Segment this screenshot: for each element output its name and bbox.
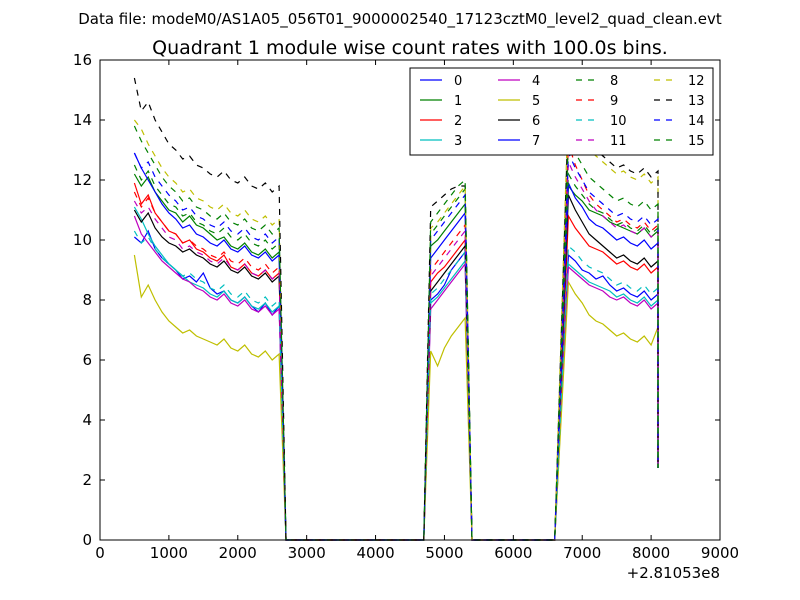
y-tick-label: 14: [73, 111, 92, 129]
legend-label-10: 10: [610, 114, 627, 129]
axis-ticks: 0 1000 2000 3000 4000 5000 6000 7000 8000 9000 0 2 4…: [73, 51, 739, 562]
series-line-1: [133, 173, 659, 541]
figure-suptitle: Data file: modeM0/AS1A05_056T01_90000025…: [78, 10, 722, 29]
legend-label-8: 8: [610, 74, 618, 89]
y-tick-label: 12: [73, 171, 92, 189]
legend-label-11: 11: [610, 134, 627, 149]
legend-label-6: 6: [532, 114, 540, 129]
x-tick-label: 8000: [632, 544, 670, 562]
x-tick-label: 5000: [425, 544, 463, 562]
y-tick-label: 16: [73, 51, 92, 69]
y-tick-label: 0: [82, 531, 92, 549]
y-tick-label: 6: [82, 351, 92, 369]
legend-label-1: 1: [454, 94, 462, 109]
y-tick-label: 2: [82, 471, 92, 489]
y-tick-label: 4: [82, 411, 92, 429]
series-line-11: [133, 161, 659, 541]
x-tick-label: 4000: [356, 544, 394, 562]
legend-label-2: 2: [454, 114, 462, 129]
x-tick-label: 7000: [563, 544, 601, 562]
series-line-12: [133, 98, 659, 541]
y-tick-label: 10: [73, 231, 92, 249]
legend-label-5: 5: [532, 94, 540, 109]
x-offset-label: +2.81053e8: [627, 564, 720, 582]
legend-label-13: 13: [688, 94, 705, 109]
x-tick-label: 6000: [494, 544, 532, 562]
legend-label-7: 7: [532, 134, 540, 149]
y-tick-label: 8: [82, 291, 92, 309]
series-line-15: [133, 125, 659, 541]
legend-label-12: 12: [688, 74, 705, 89]
legend-label-0: 0: [454, 74, 462, 89]
legend-label-4: 4: [532, 74, 540, 89]
series-line-7: [133, 152, 659, 541]
x-tick-label: 1000: [150, 544, 188, 562]
x-tick-label: 3000: [288, 544, 326, 562]
legend-label-14: 14: [688, 114, 705, 129]
chart-title: Quadrant 1 module wise count rates with …: [152, 37, 668, 59]
legend-frame: [409, 67, 714, 156]
x-tick-label: 2000: [219, 544, 257, 562]
series-line-8: [133, 164, 659, 541]
legend-label-9: 9: [610, 94, 618, 109]
x-tick-label: 9000: [701, 544, 739, 562]
series-line-14: [133, 152, 659, 541]
legend-label-3: 3: [454, 134, 462, 149]
x-tick-label: 0: [95, 544, 105, 562]
legend-label-15: 15: [688, 134, 705, 149]
series-line-6: [133, 194, 659, 541]
